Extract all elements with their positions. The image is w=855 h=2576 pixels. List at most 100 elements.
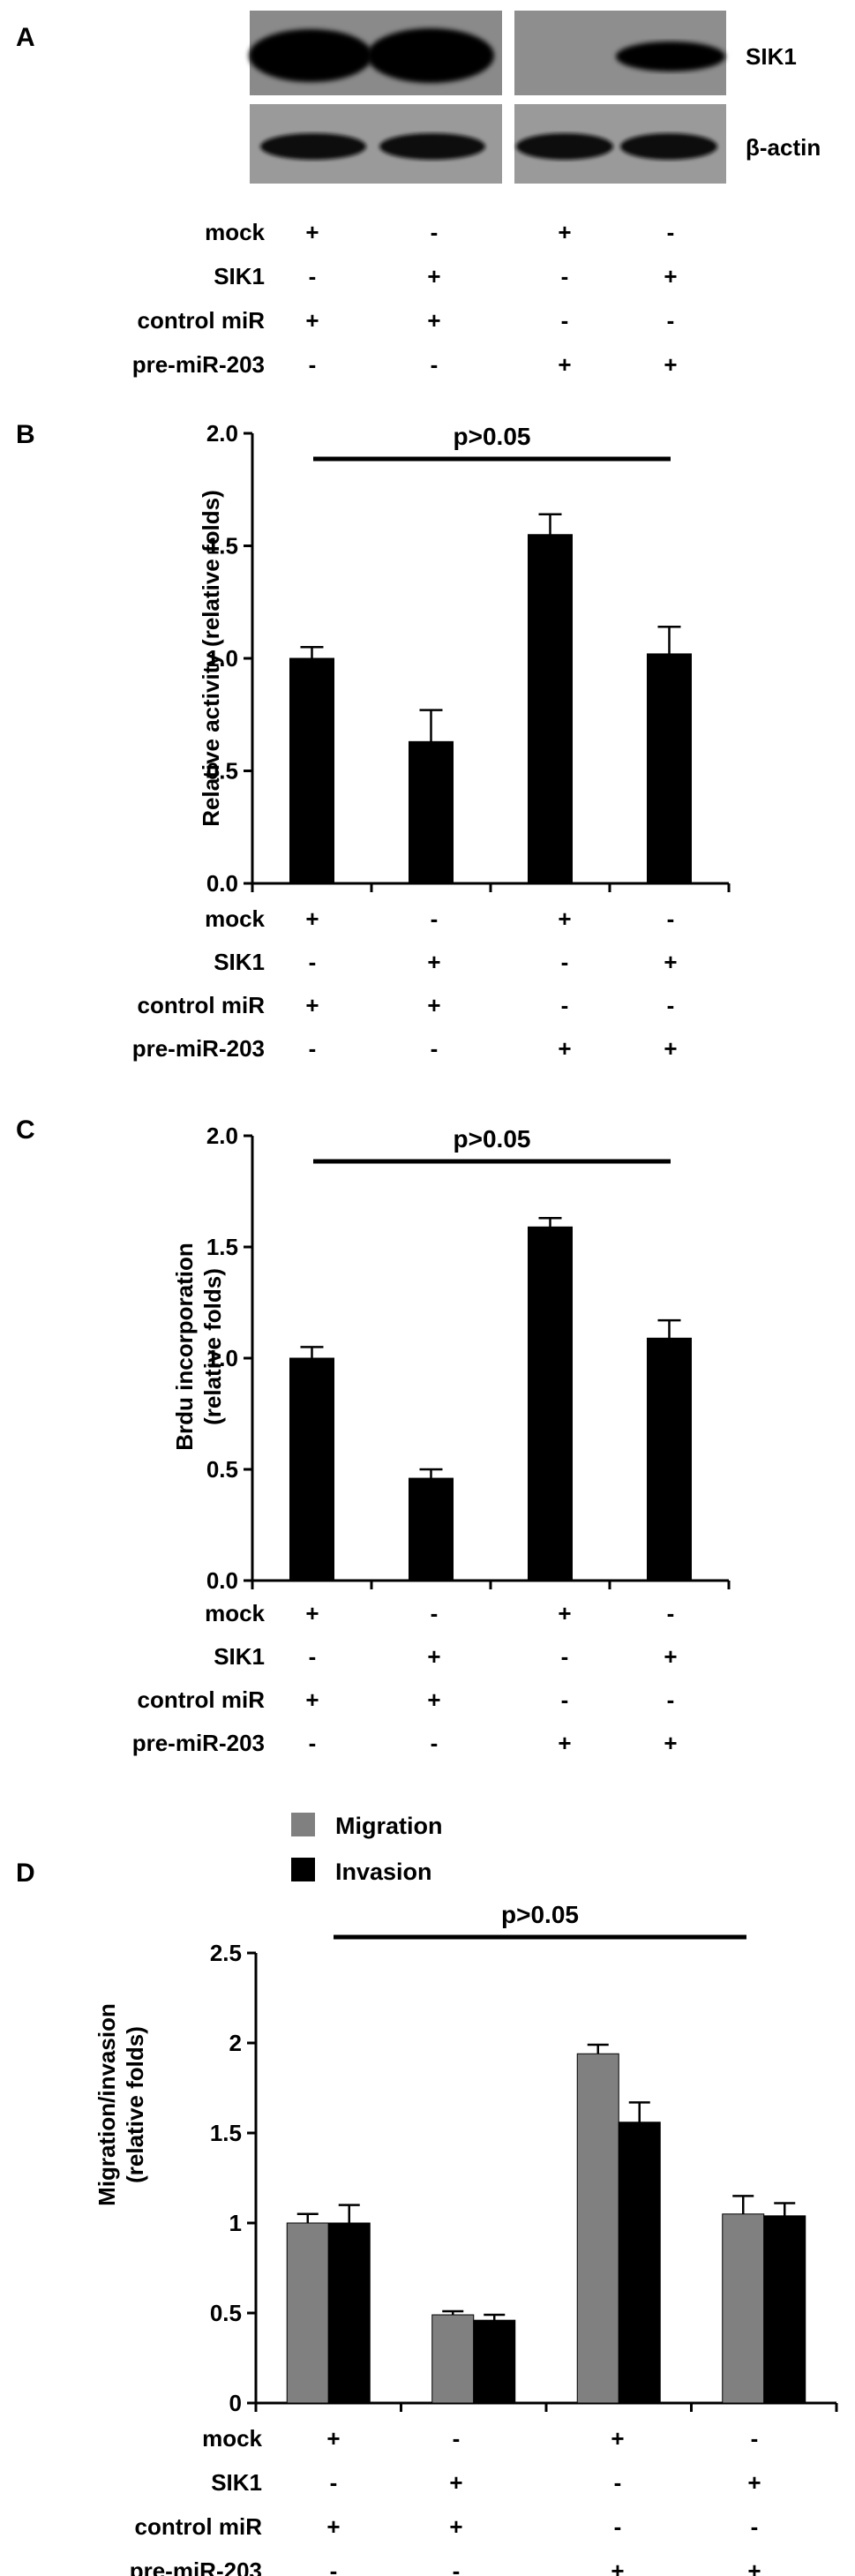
y-tick-label: 0.5 bbox=[206, 758, 238, 785]
y-tick-label: 1.5 bbox=[206, 1234, 238, 1260]
treatment-sign: + bbox=[558, 351, 571, 378]
bar bbox=[576, 2053, 619, 2404]
legend-swatch-invasion bbox=[291, 1858, 315, 1881]
treatment-sign: + bbox=[427, 1643, 440, 1670]
treatment-sign: + bbox=[558, 905, 571, 932]
treatment-sign: + bbox=[305, 1600, 319, 1626]
panel-d-y-axis-label-line2: (relative folds) bbox=[122, 2026, 148, 2183]
treatment-label: pre-miR-203 bbox=[130, 2557, 262, 2576]
treatment-table-c: mock + - + - SIK1 - + - + control miR + + - - pre-miR-2… bbox=[132, 1600, 678, 1756]
bar bbox=[473, 2319, 516, 2404]
panel-a-letter: A bbox=[16, 23, 35, 52]
y-tick-label: 2.0 bbox=[206, 420, 238, 447]
blot-band-actin-lane2 bbox=[379, 133, 485, 160]
treatment-sign: + bbox=[326, 2425, 340, 2452]
treatment-label: pre-miR-203 bbox=[132, 1730, 265, 1756]
y-tick-label: 1.5 bbox=[210, 2120, 242, 2146]
treatment-sign: - bbox=[667, 1600, 675, 1626]
blot-label-sik1: SIK1 bbox=[746, 43, 797, 70]
treatment-sign: - bbox=[453, 2425, 461, 2452]
treatment-sign: + bbox=[747, 2469, 761, 2496]
treatment-sign: - bbox=[561, 1686, 569, 1713]
treatment-sign: + bbox=[611, 2557, 624, 2576]
panel-b: B Relative activity (relative folds) 0.0… bbox=[16, 420, 731, 1062]
treatment-sign: + bbox=[305, 1686, 319, 1713]
chart-d: 0 0.5 1 1.5 2 2.5 p>0.05 bbox=[210, 1901, 838, 2416]
treatment-sign: - bbox=[309, 351, 317, 378]
panel-c-letter: C bbox=[16, 1115, 35, 1145]
legend-swatch-migration bbox=[291, 1813, 315, 1836]
treatment-label: mock bbox=[205, 905, 265, 932]
y-tick-label: 0.5 bbox=[210, 2300, 242, 2326]
treatment-sign: + bbox=[326, 2513, 340, 2540]
treatment-sign: - bbox=[431, 905, 439, 932]
blot-label-actin: β-actin bbox=[746, 134, 821, 161]
treatment-sign: - bbox=[751, 2425, 759, 2452]
treatment-sign: + bbox=[427, 263, 440, 289]
treatment-label: mock bbox=[205, 219, 265, 245]
treatment-sign: + bbox=[664, 1730, 677, 1756]
significance-label: p>0.05 bbox=[454, 423, 531, 450]
treatment-sign: - bbox=[561, 949, 569, 975]
treatment-sign: - bbox=[751, 2513, 759, 2540]
treatment-sign: - bbox=[309, 1730, 317, 1756]
blot-actin: β-actin bbox=[250, 104, 821, 184]
bar bbox=[528, 534, 573, 884]
panel-d-legend: Migration Invasion bbox=[291, 1813, 443, 1885]
treatment-label: SIK1 bbox=[214, 263, 265, 289]
panel-c-y-axis-label-line2: (relative folds) bbox=[199, 1268, 226, 1425]
bar bbox=[647, 653, 692, 884]
y-tick-label: 0.0 bbox=[206, 870, 238, 897]
treatment-label: control miR bbox=[138, 307, 266, 334]
treatment-sign: - bbox=[561, 992, 569, 1018]
treatment-label: SIK1 bbox=[214, 949, 265, 975]
treatment-sign: + bbox=[558, 1730, 571, 1756]
treatment-sign: - bbox=[309, 1035, 317, 1062]
treatment-sign: - bbox=[431, 351, 439, 378]
blot-band-sik1-lane4 bbox=[616, 41, 725, 71]
treatment-sign: - bbox=[453, 2557, 461, 2576]
panel-c: C Brdu incorporation (relative folds) 0.… bbox=[16, 1115, 731, 1756]
treatment-table-d: mock + - + - SIK1 - + - + control miR + + - - pre-miR-2… bbox=[130, 2425, 761, 2576]
treatment-sign: + bbox=[427, 307, 440, 334]
treatment-sign: + bbox=[664, 1643, 677, 1670]
treatment-sign: + bbox=[558, 1035, 571, 1062]
treatment-sign: - bbox=[667, 1686, 675, 1713]
bar bbox=[409, 1477, 454, 1581]
treatment-sign: + bbox=[305, 905, 319, 932]
y-tick-label: 0.0 bbox=[206, 1567, 238, 1594]
y-tick-label: 1.0 bbox=[206, 1345, 238, 1371]
treatment-sign: - bbox=[614, 2469, 622, 2496]
treatment-sign: - bbox=[667, 992, 675, 1018]
panel-b-letter: B bbox=[16, 420, 35, 449]
treatment-sign: + bbox=[449, 2513, 462, 2540]
significance-label: p>0.05 bbox=[501, 1901, 579, 1928]
blot-band-actin-lane1 bbox=[260, 133, 366, 160]
legend-label-invasion: Invasion bbox=[335, 1859, 432, 1885]
treatment-sign: + bbox=[427, 1686, 440, 1713]
bar bbox=[327, 2222, 371, 2404]
treatment-sign: - bbox=[431, 219, 439, 245]
treatment-label: control miR bbox=[135, 2513, 263, 2540]
treatment-sign: + bbox=[664, 1035, 677, 1062]
treatment-label: control miR bbox=[138, 1686, 266, 1713]
chart-b: 0.0 0.5 1.0 1.5 2.0 p>0.05 bbox=[206, 420, 731, 897]
bar bbox=[528, 1226, 573, 1581]
bar bbox=[409, 740, 454, 884]
y-tick-label: 1.0 bbox=[206, 645, 238, 672]
treatment-label: pre-miR-203 bbox=[132, 1035, 265, 1062]
treatment-sign: - bbox=[667, 219, 675, 245]
y-tick-label: 0.5 bbox=[206, 1456, 238, 1483]
treatment-sign: - bbox=[614, 2513, 622, 2540]
panel-c-y-axis-label-line1: Brdu incorporation bbox=[171, 1243, 198, 1450]
y-tick-label: 2 bbox=[229, 2030, 242, 2056]
blot-sik1: SIK1 bbox=[249, 11, 797, 95]
treatment-sign: + bbox=[305, 307, 319, 334]
bar bbox=[289, 657, 334, 884]
treatment-table-a: mock + - + - SIK1 - + - + control miR + + - - pre-miR-2… bbox=[132, 219, 678, 378]
treatment-sign: - bbox=[561, 307, 569, 334]
y-tick-label: 0 bbox=[229, 2390, 242, 2416]
blot-band-sik1-lane1 bbox=[249, 29, 372, 82]
bar bbox=[289, 1357, 334, 1581]
